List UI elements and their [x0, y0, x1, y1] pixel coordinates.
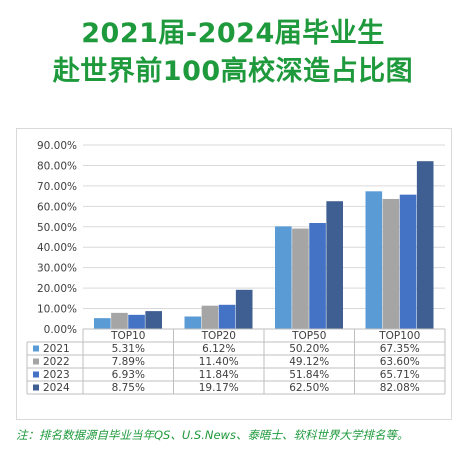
y-tick-label: 50.00%: [37, 222, 77, 234]
bar-2024-TOP50: [326, 201, 343, 329]
bar-2022-TOP10: [111, 312, 128, 329]
legend-swatch-2024: [33, 384, 39, 391]
x-category-label: TOP20: [201, 330, 236, 342]
x-category-label: TOP10: [110, 330, 145, 342]
y-tick-label: 90.00%: [37, 140, 77, 152]
data-label: 82.08%: [380, 382, 420, 394]
x-category-label: TOP50: [291, 330, 326, 342]
data-label: 50.20%: [289, 343, 329, 355]
legend-swatch-2021: [33, 345, 39, 352]
legend-swatch-2022: [33, 358, 39, 365]
data-label: 63.60%: [380, 356, 420, 368]
bar-chart: 0.00% 10.00% 20.00% 30.00% 40.00% 50.00% 60.00…: [26, 140, 446, 395]
y-tick-label: 10.00%: [37, 304, 77, 316]
bar-2023-TOP10: [128, 314, 145, 329]
data-label: 11.40%: [199, 356, 239, 368]
data-label: 62.50%: [289, 382, 329, 394]
bar-2024-TOP10: [145, 311, 162, 329]
legend-swatch-2023: [33, 371, 39, 378]
x-category-label: TOP100: [378, 330, 420, 342]
bar-2022-TOP100: [382, 198, 400, 329]
legend-label-2022: 2022: [43, 356, 70, 368]
data-label: 51.84%: [289, 369, 329, 381]
bar-2023-TOP100: [399, 194, 417, 329]
data-label: 49.12%: [289, 356, 329, 368]
bar-2021-TOP20: [184, 316, 202, 329]
data-label: 6.93%: [112, 369, 145, 381]
data-label: 8.75%: [112, 382, 145, 394]
data-label: 67.35%: [380, 343, 420, 355]
chart-title-line2: 赴世界前100高校深造占比图: [52, 56, 414, 87]
bar-2023-TOP20: [218, 304, 236, 329]
bar-2024-TOP100: [416, 161, 434, 329]
legend-label-2023: 2023: [43, 369, 70, 381]
y-tick-label: 70.00%: [37, 181, 77, 193]
bar-2021-TOP50: [275, 226, 292, 329]
bar-2022-TOP50: [292, 228, 309, 329]
data-label: 7.89%: [112, 356, 145, 368]
y-tick-label: 0.00%: [44, 324, 77, 336]
y-tick-label: 20.00%: [37, 283, 77, 295]
legend-label-2024: 2024: [43, 382, 70, 394]
bar-2024-TOP20: [235, 289, 253, 329]
chart-title-line1: 2021届-2024届毕业生: [81, 18, 385, 49]
y-tick-label: 80.00%: [37, 160, 77, 172]
data-label: 6.12%: [202, 343, 235, 355]
y-tick-label: 40.00%: [37, 242, 77, 254]
bar-2021-TOP100: [365, 191, 383, 329]
data-label: 11.84%: [199, 369, 239, 381]
data-label: 19.17%: [199, 382, 239, 394]
y-tick-label: 30.00%: [37, 263, 77, 275]
y-tick-label: 60.00%: [37, 201, 77, 213]
bar-2021-TOP10: [94, 318, 111, 329]
chart-area: 0.00% 10.00% 20.00% 30.00% 40.00% 50.00% 60.00…: [16, 128, 452, 420]
bar-2023-TOP50: [309, 223, 326, 329]
data-label: 65.71%: [380, 369, 420, 381]
footnote: 注：排名数据源自毕业当年QS、U.S.News、泰晤士、软科世界大学排名等。: [16, 428, 409, 442]
bar-2022-TOP20: [201, 305, 219, 329]
legend-label-2021: 2021: [43, 343, 70, 355]
data-label: 5.31%: [112, 343, 145, 355]
